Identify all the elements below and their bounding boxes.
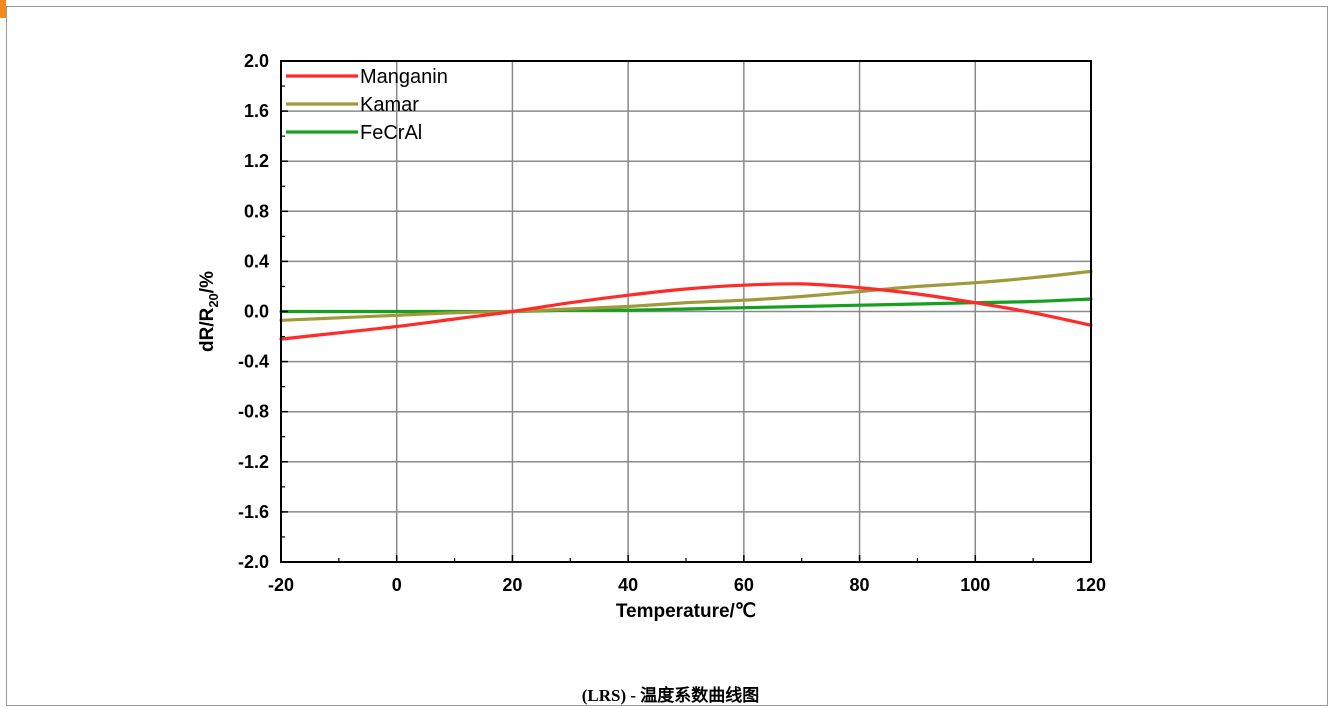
y-tick-label: -1.2 <box>238 452 269 472</box>
x-tick-label: -20 <box>268 575 294 595</box>
x-tick-label: 60 <box>734 575 754 595</box>
x-tick-label: 120 <box>1076 575 1106 595</box>
y-tick-label: 1.2 <box>244 151 269 171</box>
y-axis-title-main: dR/R <box>197 307 218 352</box>
y-tick-label: 0.8 <box>244 201 269 221</box>
y-tick-label: 2.0 <box>244 51 269 71</box>
y-tick-label: 1.6 <box>244 101 269 121</box>
figure-frame <box>6 6 1328 706</box>
y-tick-label: 0.0 <box>244 302 269 322</box>
x-axis-title: Temperature/℃ <box>616 601 756 622</box>
legend-label-fecral: FeCrAl <box>360 122 422 144</box>
x-tick-label: 100 <box>960 575 990 595</box>
y-tick-labels: 2.0 1.6 1.2 0.8 0.4 0.0 -0.4 -0.8 -1.2 -1.6 -2.0 <box>238 51 269 572</box>
x-tick-labels: -20 0 20 40 60 80 100 120 <box>268 575 1106 595</box>
y-tick-label: -0.8 <box>238 402 269 422</box>
x-tick-label: 80 <box>850 575 870 595</box>
y-tick-label: 0.4 <box>244 251 269 271</box>
y-tick-label: -0.4 <box>238 352 269 372</box>
x-tick-label: 40 <box>618 575 638 595</box>
legend-label-kamar: Kamar <box>360 94 419 116</box>
series-line-manganin <box>279 282 1093 341</box>
y-tick-label: -1.6 <box>238 502 269 522</box>
corner-marker <box>0 0 6 18</box>
y-axis-title: dR/R20/% <box>197 271 221 352</box>
x-tick-label: 0 <box>392 575 402 595</box>
axis-ticks <box>280 60 1092 563</box>
y-axis-title-unit: /% <box>197 271 218 293</box>
legend-label-manganin: Manganin <box>360 66 448 88</box>
series-lines <box>279 269 1093 341</box>
y-axis-title-subscript: 20 <box>206 293 221 307</box>
series-line-kamar <box>279 269 1093 322</box>
legend: Manganin Kamar FeCrAl <box>286 66 448 144</box>
y-tick-label: -2.0 <box>238 552 269 572</box>
figure-caption: (LRS) - 温度系数曲线图 <box>581 686 760 705</box>
x-tick-label: 20 <box>502 575 522 595</box>
series-line-fecral <box>279 297 1093 314</box>
